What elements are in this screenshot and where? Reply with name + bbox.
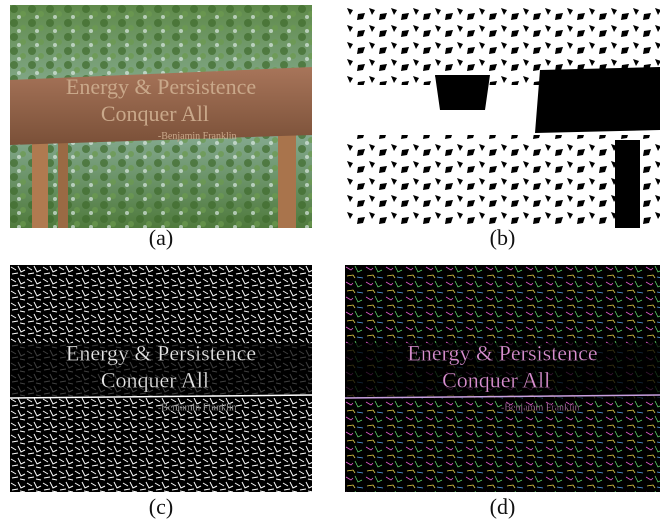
dark-strip xyxy=(615,140,640,228)
sign-text: Energy & Persistence xyxy=(66,340,256,365)
sign-text: Energy & Persistence xyxy=(407,340,597,365)
figure: Energy & PersistenceConquer All-Benjamin… xyxy=(0,0,670,530)
caption: (b) xyxy=(490,225,516,250)
caption: (d) xyxy=(490,494,516,519)
panel xyxy=(345,5,660,228)
caption: (a) xyxy=(149,225,173,250)
sign-text: -Benjamin Franklin xyxy=(158,131,237,142)
panel: Energy & Persistence Conquer All -Benjamin… xyxy=(345,265,660,492)
sign-text: -Benjamin Franklin xyxy=(158,402,237,413)
caption: (c) xyxy=(149,494,173,519)
sign-text: Conquer All xyxy=(101,101,209,126)
sign-text: Conquer All xyxy=(442,368,550,393)
sign-text: -Benjamin Franklin xyxy=(501,402,580,413)
sign-text: Conquer All xyxy=(101,368,209,393)
sign-text: Energy & Persistence xyxy=(66,74,256,99)
panel: Energy & Persistence Conquer All -Benjamin… xyxy=(10,265,312,492)
post xyxy=(278,130,296,228)
